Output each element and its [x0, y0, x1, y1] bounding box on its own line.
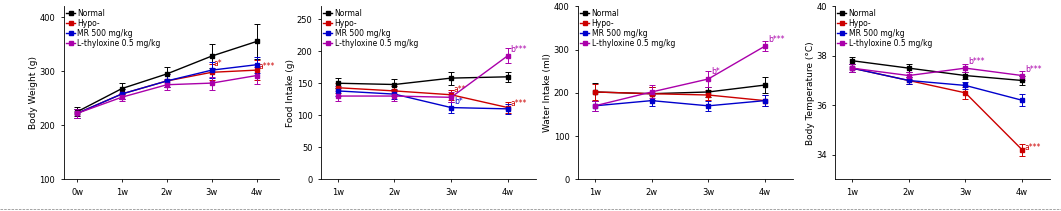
Text: b*: b*: [454, 97, 463, 106]
Text: a***: a***: [259, 62, 275, 71]
Text: b***: b***: [1025, 65, 1042, 74]
Text: a***: a***: [510, 99, 527, 108]
Text: a***: a***: [1025, 143, 1041, 152]
Text: b***: b***: [969, 57, 985, 66]
Legend: Normal, Hypo-, MR 500 mg/kg, L-thyloxine 0.5 mg/kg: Normal, Hypo-, MR 500 mg/kg, L-thyloxine…: [323, 8, 419, 49]
Text: b***: b***: [768, 35, 784, 44]
Text: b*: b*: [711, 67, 719, 76]
Y-axis label: Water Intake (ml): Water Intake (ml): [543, 53, 553, 132]
Y-axis label: Body Weight (g): Body Weight (g): [29, 56, 38, 129]
Legend: Normal, Hypo-, MR 500 mg/kg, L-thyloxine 0.5 mg/kg: Normal, Hypo-, MR 500 mg/kg, L-thyloxine…: [836, 8, 933, 49]
Text: a**: a**: [454, 85, 467, 94]
Y-axis label: Food Intake (g): Food Intake (g): [286, 59, 295, 127]
Y-axis label: Body Temperature (°C): Body Temperature (°C): [805, 41, 815, 145]
Text: b***: b***: [510, 45, 527, 54]
Text: a*: a*: [214, 59, 223, 68]
Legend: Normal, Hypo-, MR 500 mg/kg, L-thyloxine 0.5 mg/kg: Normal, Hypo-, MR 500 mg/kg, L-thyloxine…: [579, 8, 676, 49]
Legend: Normal, Hypo-, MR 500 mg/kg, L-thyloxine 0.5 mg/kg: Normal, Hypo-, MR 500 mg/kg, L-thyloxine…: [65, 8, 161, 49]
